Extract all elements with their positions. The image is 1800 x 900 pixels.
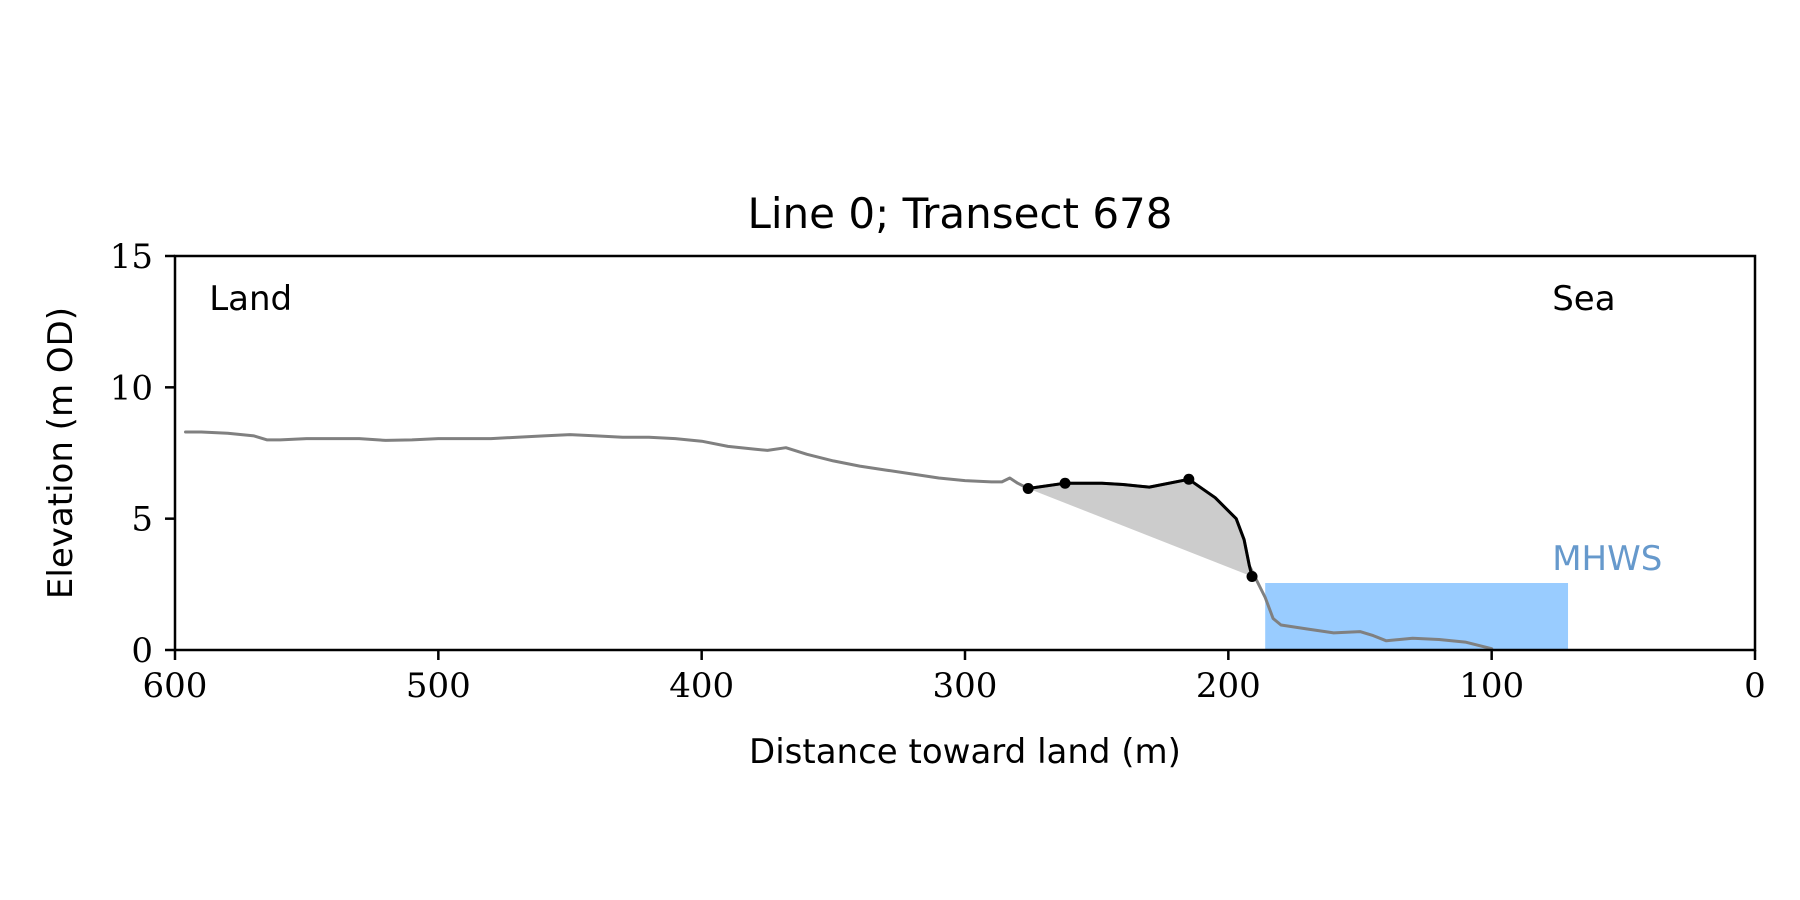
x-tick-label: 100: [1459, 666, 1524, 706]
y-tick-label: 15: [110, 237, 153, 277]
land-label: Land: [209, 279, 292, 319]
profile-line: [184, 430, 1494, 650]
chart-title: Line 0; Transect 678: [747, 189, 1172, 238]
x-tick-label: 600: [143, 666, 208, 706]
x-tick-label: 200: [1196, 666, 1261, 706]
cliff-marker: [1059, 477, 1071, 489]
x-axis: 600 500 400 300 200 100 0: [143, 650, 1766, 706]
annotations: Land Sea MHWS: [209, 279, 1662, 579]
x-tick-label: 500: [406, 666, 471, 706]
y-axis-label: Elevation (m OD): [41, 307, 81, 599]
plot-area: [184, 430, 1569, 650]
x-tick-label: 0: [1744, 666, 1766, 706]
mhws-label: MHWS: [1552, 539, 1662, 579]
sea-label: Sea: [1552, 279, 1615, 319]
y-tick-label: 10: [110, 368, 153, 408]
x-axis-label: Distance toward land (m): [749, 732, 1181, 772]
cliff-marker: [1246, 570, 1258, 582]
y-tick-label: 5: [131, 500, 153, 540]
cliff-marker: [1183, 473, 1195, 485]
mhws-band: [1265, 583, 1569, 650]
x-tick-label: 300: [933, 666, 998, 706]
y-axis: 0 5 10 15: [110, 237, 175, 671]
cliff-marker: [1022, 482, 1034, 494]
cliff-volume-fill: [1028, 479, 1252, 577]
y-tick-label: 0: [131, 631, 153, 671]
x-tick-label: 400: [669, 666, 734, 706]
